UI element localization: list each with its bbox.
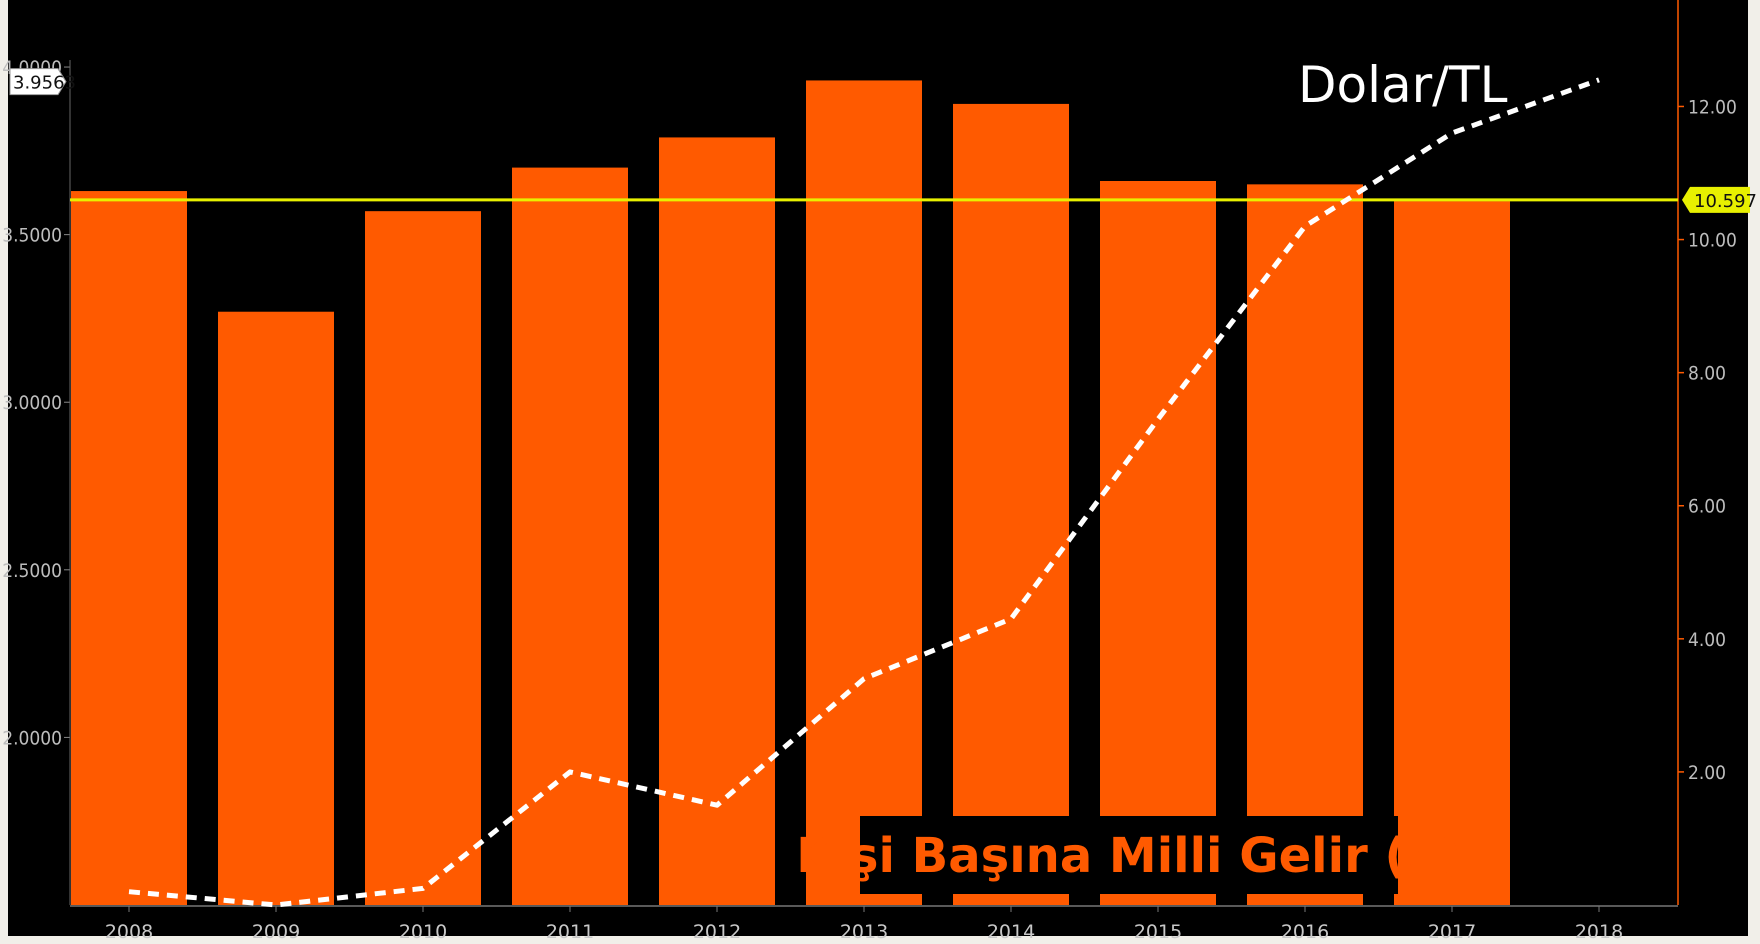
- x-tick-label-2011: 2011: [546, 921, 594, 943]
- left-tick-label: 3.5000: [2, 225, 62, 247]
- x-tick-label-2008: 2008: [105, 921, 153, 943]
- bar-2009: [218, 311, 334, 905]
- bar-2016: [1247, 184, 1363, 905]
- left-value-tag: 3.9563: [9, 68, 76, 96]
- x-tick-label-2018: 2018: [1575, 921, 1623, 943]
- left-tick-label: 2.0000: [2, 727, 62, 749]
- right-value-tag-text: 10.597: [1694, 191, 1757, 212]
- left-tick-label: 3.0000: [2, 392, 62, 414]
- bar-series: [71, 80, 1510, 906]
- x-tick-label-2012: 2012: [693, 921, 741, 943]
- right-tick-label: 10.00: [1688, 230, 1737, 252]
- x-tick-label-2015: 2015: [1134, 921, 1182, 943]
- right-tick-label: 2.00: [1688, 762, 1726, 784]
- bar-2015: [1100, 181, 1216, 905]
- x-tick-label-2010: 2010: [399, 921, 447, 943]
- x-axis-ticks: 2008 2009 2010 2011 2012 2013 2014 2015 2016 2017…: [105, 906, 1623, 943]
- dolar-tl-label: Dolar/TL: [1298, 56, 1508, 114]
- bar-2008: [71, 191, 187, 906]
- bar-2010: [365, 211, 481, 905]
- x-tick-label-2013: 2013: [840, 921, 888, 943]
- x-tick-label-2017: 2017: [1428, 921, 1476, 943]
- bar-series-label: Kişi Başına Milli Gelir ($): [796, 816, 1462, 894]
- left-value-tag-text: 3.9563: [13, 73, 76, 94]
- right-tick-label: 4.00: [1688, 629, 1726, 651]
- x-tick-label-2009: 2009: [252, 921, 300, 943]
- right-tick-label: 12.00: [1688, 96, 1737, 118]
- kisi-basina-label: Kişi Başına Milli Gelir ($): [796, 828, 1461, 884]
- bar-2011: [512, 167, 628, 905]
- x-tick-label-2016: 2016: [1281, 921, 1329, 943]
- right-tick-label: 6.00: [1688, 496, 1726, 518]
- right-axis-ticks: 2.00 4.00 6.00 8.00 10.00 12.00: [1678, 96, 1737, 784]
- bar-2014: [953, 103, 1069, 905]
- right-tick-label: 8.00: [1688, 363, 1726, 385]
- left-tick-label: 2.5000: [2, 560, 62, 582]
- bar-2017: [1394, 201, 1510, 906]
- x-tick-label-2014: 2014: [987, 921, 1035, 943]
- bar-2012: [659, 137, 775, 906]
- dolar-tl-line: [128, 77, 1600, 908]
- right-value-tag: 10.597: [1682, 186, 1757, 213]
- bar-2013: [806, 80, 922, 905]
